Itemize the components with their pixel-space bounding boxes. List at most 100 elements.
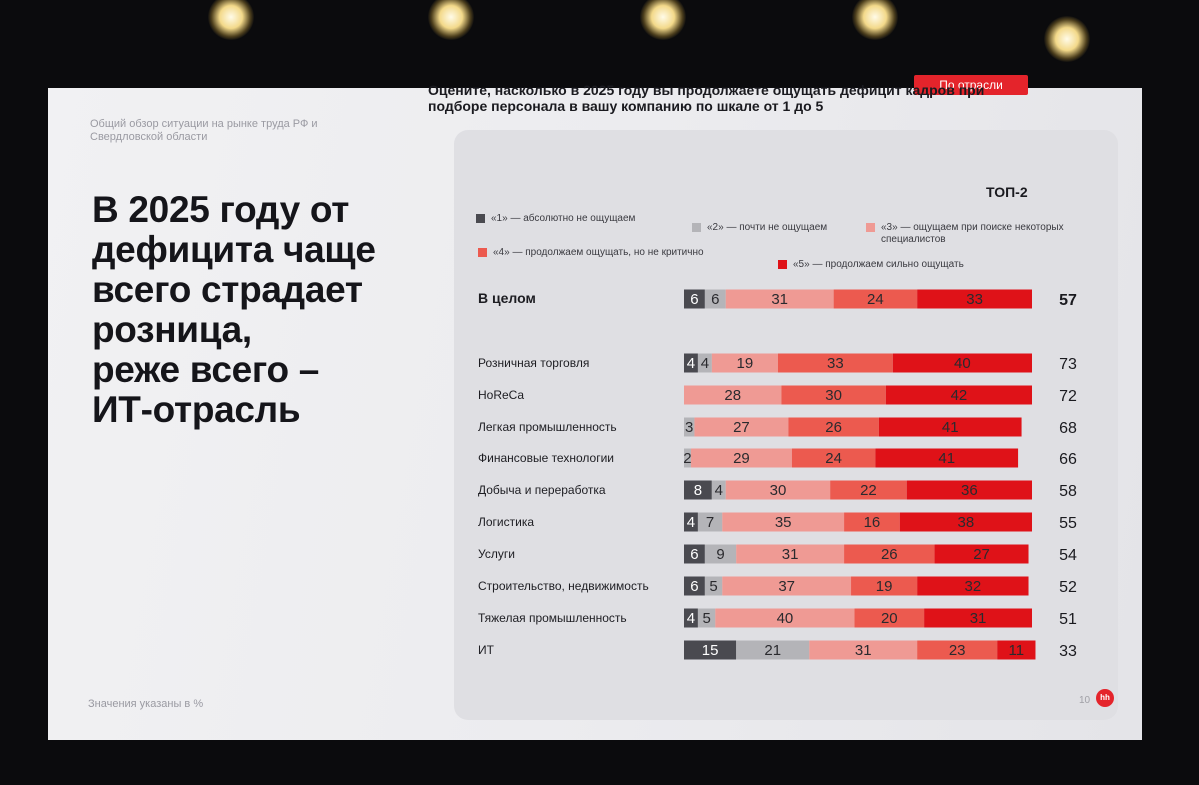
category-label: Добыча и переработка [478,483,606,497]
top2-header: ТОП-2 [986,184,1028,200]
bar-value-label: 3 [685,419,693,436]
bar-segment [725,289,834,309]
bar-segment [809,640,918,660]
bar-value-label: 31 [771,291,788,308]
legend-item-2: «2» — почти не ощущаем [692,222,827,234]
bar-value-label: 32 [964,578,981,595]
bar-value-label: 5 [702,610,710,627]
legend-swatch-1 [476,214,485,223]
bar-value-label: 9 [716,546,724,563]
bar-value-label: 26 [825,419,842,436]
bar-segment [854,608,925,628]
legend-item-1: «1» — абсолютно не ощущаем [476,213,635,225]
bar-segment [777,353,893,373]
bar-value-label: 7 [706,514,714,531]
bar-value-label: 4 [701,355,709,372]
stage-light [1044,16,1090,62]
top2-value: 72 [1059,388,1077,405]
stage-light [852,0,898,40]
bar-segment [690,448,792,468]
bar-segment [711,480,726,500]
bar-segment [934,544,1029,564]
top2-value: 55 [1059,515,1077,532]
bar-value-label: 33 [966,291,983,308]
bar-segment [875,448,1019,468]
bar-value-label: 37 [778,578,795,595]
bar-value-label: 6 [711,291,719,308]
bar-segment [851,576,918,596]
bar-value-label: 19 [737,355,754,372]
bar-value-label: 31 [970,610,987,627]
bar-segment [697,512,723,532]
category-label: ИТ [478,643,495,657]
bar-value-label: 30 [770,482,787,499]
bar-value-label: 15 [702,642,719,659]
bar-segment [684,544,705,564]
bar-segment [697,353,712,373]
bar-segment [722,576,852,596]
bar-segment [684,480,712,500]
category-label: Легкая промышленность [478,420,617,434]
bar-segment [684,608,698,628]
bar-value-label: 4 [715,482,723,499]
bar-value-label: 8 [694,482,702,499]
bar-value-label: 31 [855,642,872,659]
top2-value: 58 [1059,483,1077,500]
breadcrumb: Общий обзор ситуации на рынке труда РФ и… [90,118,318,143]
bar-segment [725,480,831,500]
bar-value-label: 40 [954,355,971,372]
bar-value-label: 20 [881,610,898,627]
bar-segment [704,544,737,564]
chart-question: Оцените, насколько в 2025 году вы продол… [428,82,985,114]
bar-value-label: 26 [881,546,898,563]
bar-segment [711,353,778,373]
stage-light [640,0,686,40]
category-label: Тяжелая промышленность [478,611,627,625]
bar-value-label: 31 [782,546,799,563]
bar-value-label: 27 [733,419,750,436]
bar-segment [844,544,935,564]
bar-value-label: 24 [825,450,842,467]
bar-segment [684,640,737,660]
legend-label-2: «2» — почти не ощущаем [707,222,828,233]
legend-swatch-3 [866,223,875,232]
bar-segment [781,385,886,405]
footnote: Значения указаны в % [88,698,204,710]
bar-segment [917,640,998,660]
category-label: Строительство, недвижимость [478,579,649,593]
bar-value-label: 42 [951,387,968,404]
page-number: 10 [1079,695,1091,706]
slide-headline: В 2025 году от дефицита чаще всего страд… [92,189,376,430]
filter-by-industry-button[interactable]: По отрасли [914,75,1028,95]
bar-segment [924,608,1032,628]
category-label: Логистика [478,515,534,529]
bar-segment [684,353,698,373]
bar-segment [684,576,705,596]
stage-light [208,0,254,40]
bar-segment [833,289,918,309]
bar-value-label: 35 [775,514,792,531]
top2-value: 51 [1059,611,1077,628]
bar-segment [684,512,698,532]
bar-segment [697,608,716,628]
top2-value: 33 [1059,643,1077,660]
bar-segment [791,448,876,468]
bar-segment [684,448,691,468]
hh-logo-icon: hh [1096,689,1114,707]
bar-segment [715,608,855,628]
legend-label-1: «1» — абсолютно не ощущаем [491,213,636,224]
bar-segment [892,353,1032,373]
category-label: Финансовые технологии [478,451,614,465]
bar-value-label: 2 [683,450,691,467]
top2-value: 54 [1059,547,1077,564]
bar-segment [917,289,1032,309]
legend-item-4: «4» — продолжаем ощущать, но не критично [478,247,704,259]
bar-value-label: 41 [942,419,959,436]
bar-segment [997,640,1036,660]
bar-value-label: 19 [876,578,893,595]
bar-segment [878,417,1022,437]
top2-value: 57 [1059,292,1077,309]
bar-value-label: 22 [860,482,877,499]
bar-segment [844,512,900,532]
bar-segment [722,512,845,532]
